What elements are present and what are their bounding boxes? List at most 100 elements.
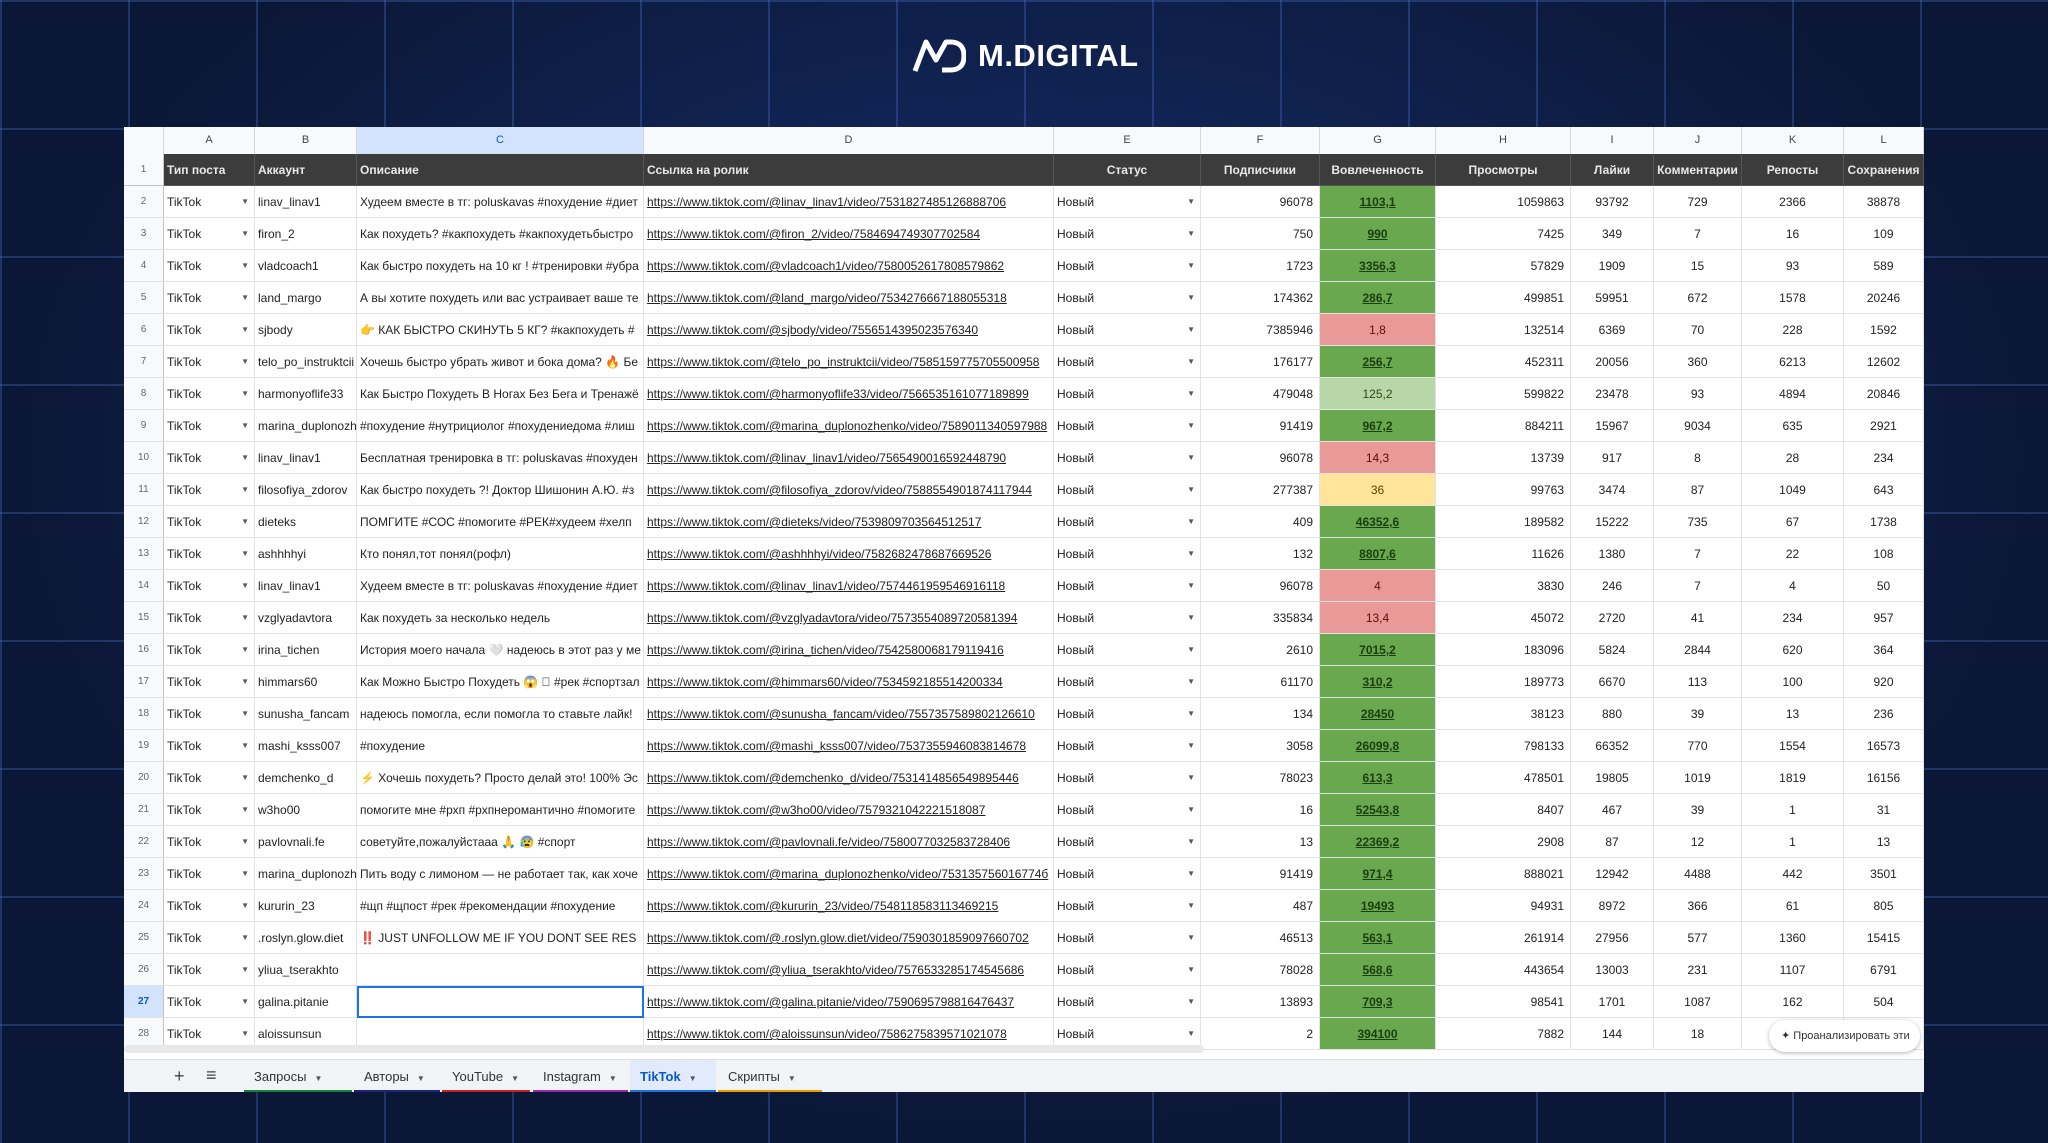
subs-cell[interactable]: 2: [1201, 1018, 1320, 1050]
subs-cell[interactable]: 13: [1201, 826, 1320, 858]
header-cell[interactable]: Статус: [1054, 154, 1201, 186]
views-cell[interactable]: 7882: [1436, 1018, 1571, 1050]
subs-cell[interactable]: 132: [1201, 538, 1320, 570]
desc-cell[interactable]: Как Быстро Похудеть В Ногах Без Бега и Т…: [357, 378, 644, 410]
dropdown-arrow-icon[interactable]: ▼: [1187, 1029, 1195, 1038]
row-number[interactable]: 3: [124, 218, 164, 250]
reposts-cell[interactable]: 13: [1742, 698, 1844, 730]
comments-cell[interactable]: 729: [1654, 186, 1742, 218]
status-cell[interactable]: Новый ▼: [1054, 602, 1201, 634]
status-cell[interactable]: Новый ▼: [1054, 570, 1201, 602]
reposts-cell[interactable]: 2366: [1742, 186, 1844, 218]
row-number[interactable]: 21: [124, 794, 164, 826]
eng-cell[interactable]: 22369,2: [1320, 826, 1436, 858]
saves-cell[interactable]: 38878: [1844, 186, 1924, 218]
dropdown-arrow-icon[interactable]: ▼: [1187, 997, 1195, 1006]
reposts-cell[interactable]: 100: [1742, 666, 1844, 698]
row-number[interactable]: 13: [124, 538, 164, 570]
likes-cell[interactable]: 467: [1571, 794, 1654, 826]
dropdown-arrow-icon[interactable]: ▼: [241, 709, 249, 718]
subs-cell[interactable]: 16: [1201, 794, 1320, 826]
column-header-A[interactable]: A: [164, 127, 255, 154]
subs-cell[interactable]: 61170: [1201, 666, 1320, 698]
account-cell[interactable]: himmars60: [255, 666, 357, 698]
dropdown-arrow-icon[interactable]: ▼: [241, 357, 249, 366]
type-cell[interactable]: TikTok ▼: [164, 250, 255, 282]
subs-cell[interactable]: 7385946: [1201, 314, 1320, 346]
account-cell[interactable]: yliua_tserakhto: [255, 954, 357, 986]
comments-cell[interactable]: 7: [1654, 218, 1742, 250]
saves-cell[interactable]: 15415: [1844, 922, 1924, 954]
dropdown-arrow-icon[interactable]: ▼: [1187, 965, 1195, 974]
link-cell[interactable]: https://www.tiktok.com/@w3ho00/video/757…: [644, 794, 1054, 826]
row-number[interactable]: 19: [124, 730, 164, 762]
reposts-cell[interactable]: 1049: [1742, 474, 1844, 506]
account-cell[interactable]: land_margo: [255, 282, 357, 314]
dropdown-arrow-icon[interactable]: ▼: [241, 293, 249, 302]
desc-cell[interactable]: Хочешь быстро убрать живот и бока дома? …: [357, 346, 644, 378]
dropdown-arrow-icon[interactable]: ▼: [1187, 453, 1195, 462]
add-sheet-icon[interactable]: +: [174, 1066, 185, 1086]
row-number[interactable]: 7: [124, 346, 164, 378]
dropdown-arrow-icon[interactable]: ▼: [1187, 357, 1195, 366]
views-cell[interactable]: 45072: [1436, 602, 1571, 634]
subs-cell[interactable]: 96078: [1201, 186, 1320, 218]
status-cell[interactable]: Новый ▼: [1054, 506, 1201, 538]
likes-cell[interactable]: 59951: [1571, 282, 1654, 314]
dropdown-arrow-icon[interactable]: ▼: [1187, 549, 1195, 558]
horizontal-scrollbar[interactable]: [124, 1045, 1204, 1053]
likes-cell[interactable]: 6369: [1571, 314, 1654, 346]
views-cell[interactable]: 132514: [1436, 314, 1571, 346]
type-cell[interactable]: TikTok ▼: [164, 442, 255, 474]
row-number[interactable]: 26: [124, 954, 164, 986]
subs-cell[interactable]: 96078: [1201, 570, 1320, 602]
saves-cell[interactable]: 6791: [1844, 954, 1924, 986]
saves-cell[interactable]: 20246: [1844, 282, 1924, 314]
likes-cell[interactable]: 15222: [1571, 506, 1654, 538]
views-cell[interactable]: 443654: [1436, 954, 1571, 986]
likes-cell[interactable]: 349: [1571, 218, 1654, 250]
comments-cell[interactable]: 770: [1654, 730, 1742, 762]
account-cell[interactable]: mashi_ksss007: [255, 730, 357, 762]
type-cell[interactable]: TikTok ▼: [164, 666, 255, 698]
views-cell[interactable]: 99763: [1436, 474, 1571, 506]
saves-cell[interactable]: 805: [1844, 890, 1924, 922]
link-cell[interactable]: https://www.tiktok.com/@.roslyn.glow.die…: [644, 922, 1054, 954]
type-cell[interactable]: TikTok ▼: [164, 922, 255, 954]
saves-cell[interactable]: 504: [1844, 986, 1924, 1018]
link-cell[interactable]: https://www.tiktok.com/@filosofiya_zdoro…: [644, 474, 1054, 506]
saves-cell[interactable]: 2921: [1844, 410, 1924, 442]
account-cell[interactable]: galina.pitanie: [255, 986, 357, 1018]
desc-cell[interactable]: А вы хотите похудеть или вас устраивает …: [357, 282, 644, 314]
account-cell[interactable]: harmonyoflife33: [255, 378, 357, 410]
likes-cell[interactable]: 27956: [1571, 922, 1654, 954]
header-cell[interactable]: Ссылка на ролик: [644, 154, 1054, 186]
dropdown-arrow-icon[interactable]: ▼: [241, 613, 249, 622]
account-cell[interactable]: .roslyn.glow.diet: [255, 922, 357, 954]
likes-cell[interactable]: 15967: [1571, 410, 1654, 442]
status-cell[interactable]: Новый ▼: [1054, 442, 1201, 474]
dropdown-arrow-icon[interactable]: ▼: [241, 837, 249, 846]
status-cell[interactable]: Новый ▼: [1054, 890, 1201, 922]
saves-cell[interactable]: 109: [1844, 218, 1924, 250]
eng-cell[interactable]: 7015,2: [1320, 634, 1436, 666]
link-cell[interactable]: https://www.tiktok.com/@sjbody/video/755…: [644, 314, 1054, 346]
link-cell[interactable]: https://www.tiktok.com/@galina.pitanie/v…: [644, 986, 1054, 1018]
views-cell[interactable]: 183096: [1436, 634, 1571, 666]
reposts-cell[interactable]: 4894: [1742, 378, 1844, 410]
subs-cell[interactable]: 174362: [1201, 282, 1320, 314]
link-cell[interactable]: https://www.tiktok.com/@dieteks/video/75…: [644, 506, 1054, 538]
type-cell[interactable]: TikTok ▼: [164, 826, 255, 858]
saves-cell[interactable]: 16156: [1844, 762, 1924, 794]
row-number[interactable]: 17: [124, 666, 164, 698]
reposts-cell[interactable]: 61: [1742, 890, 1844, 922]
account-cell[interactable]: firon_2: [255, 218, 357, 250]
chevron-down-icon[interactable]: ▼: [416, 1074, 425, 1083]
subs-cell[interactable]: 1723: [1201, 250, 1320, 282]
eng-cell[interactable]: 125,2: [1320, 378, 1436, 410]
desc-cell[interactable]: Пить воду с лимоном — не работает так, к…: [357, 858, 644, 890]
column-header-L[interactable]: L: [1844, 127, 1924, 154]
eng-cell[interactable]: 1103,1: [1320, 186, 1436, 218]
views-cell[interactable]: 57829: [1436, 250, 1571, 282]
account-cell[interactable]: linav_linav1: [255, 186, 357, 218]
